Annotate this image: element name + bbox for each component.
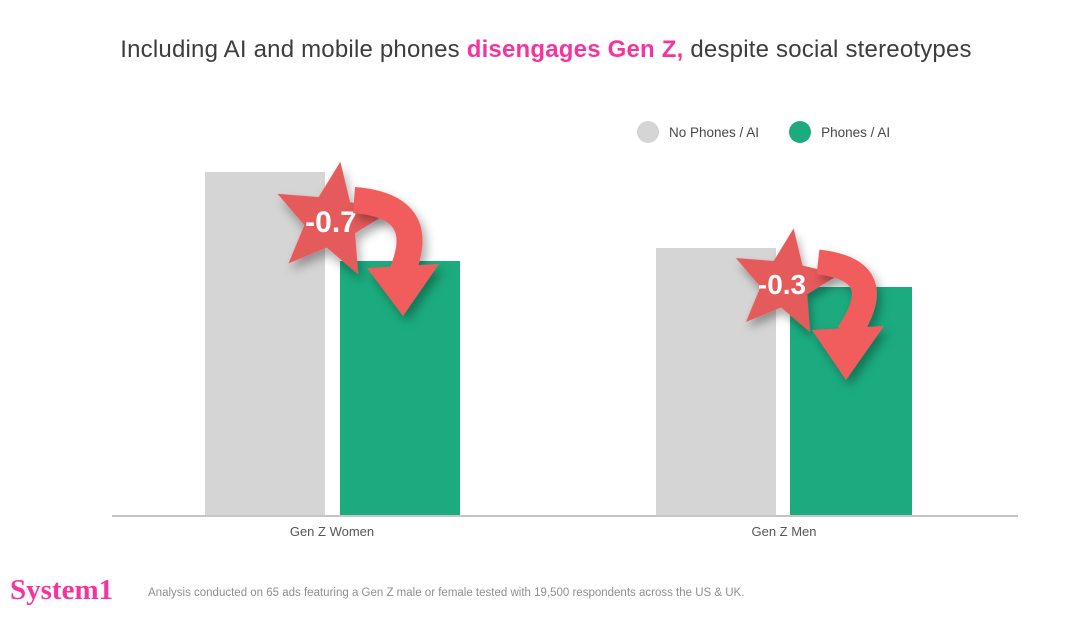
- bar-men-phones: [790, 287, 912, 516]
- legend-item-phones: Phones / AI: [789, 121, 890, 143]
- title-highlight: disengages Gen Z,: [466, 36, 684, 63]
- legend-swatch-phones-icon: [789, 121, 812, 143]
- x-axis-label-gen-z-women: Gen Z Women: [289, 524, 375, 539]
- legend-item-no-phones: No Phones / AI: [637, 121, 759, 143]
- bar-women-phones: [340, 261, 460, 516]
- bar-women-no-phones: [205, 172, 325, 516]
- legend: No Phones / AI Phones / AI: [637, 121, 890, 143]
- footnote: Analysis conducted on 65 ads featuring a…: [148, 587, 745, 599]
- x-axis-line: [112, 515, 1018, 517]
- bar-men-no-phones: [656, 248, 776, 516]
- legend-label-no-phones: No Phones / AI: [669, 124, 760, 140]
- system1-logo: System1: [10, 574, 114, 606]
- title-suffix: despite social stereotypes: [690, 36, 972, 63]
- x-axis-label-gen-z-men: Gen Z Men: [751, 524, 817, 539]
- legend-swatch-no-phones-icon: [637, 121, 659, 143]
- chart-title: Including AI and mobile phones disengage…: [0, 36, 1092, 64]
- title-prefix: Including AI and mobile phones: [120, 36, 460, 63]
- legend-label-phones: Phones / AI: [821, 124, 891, 140]
